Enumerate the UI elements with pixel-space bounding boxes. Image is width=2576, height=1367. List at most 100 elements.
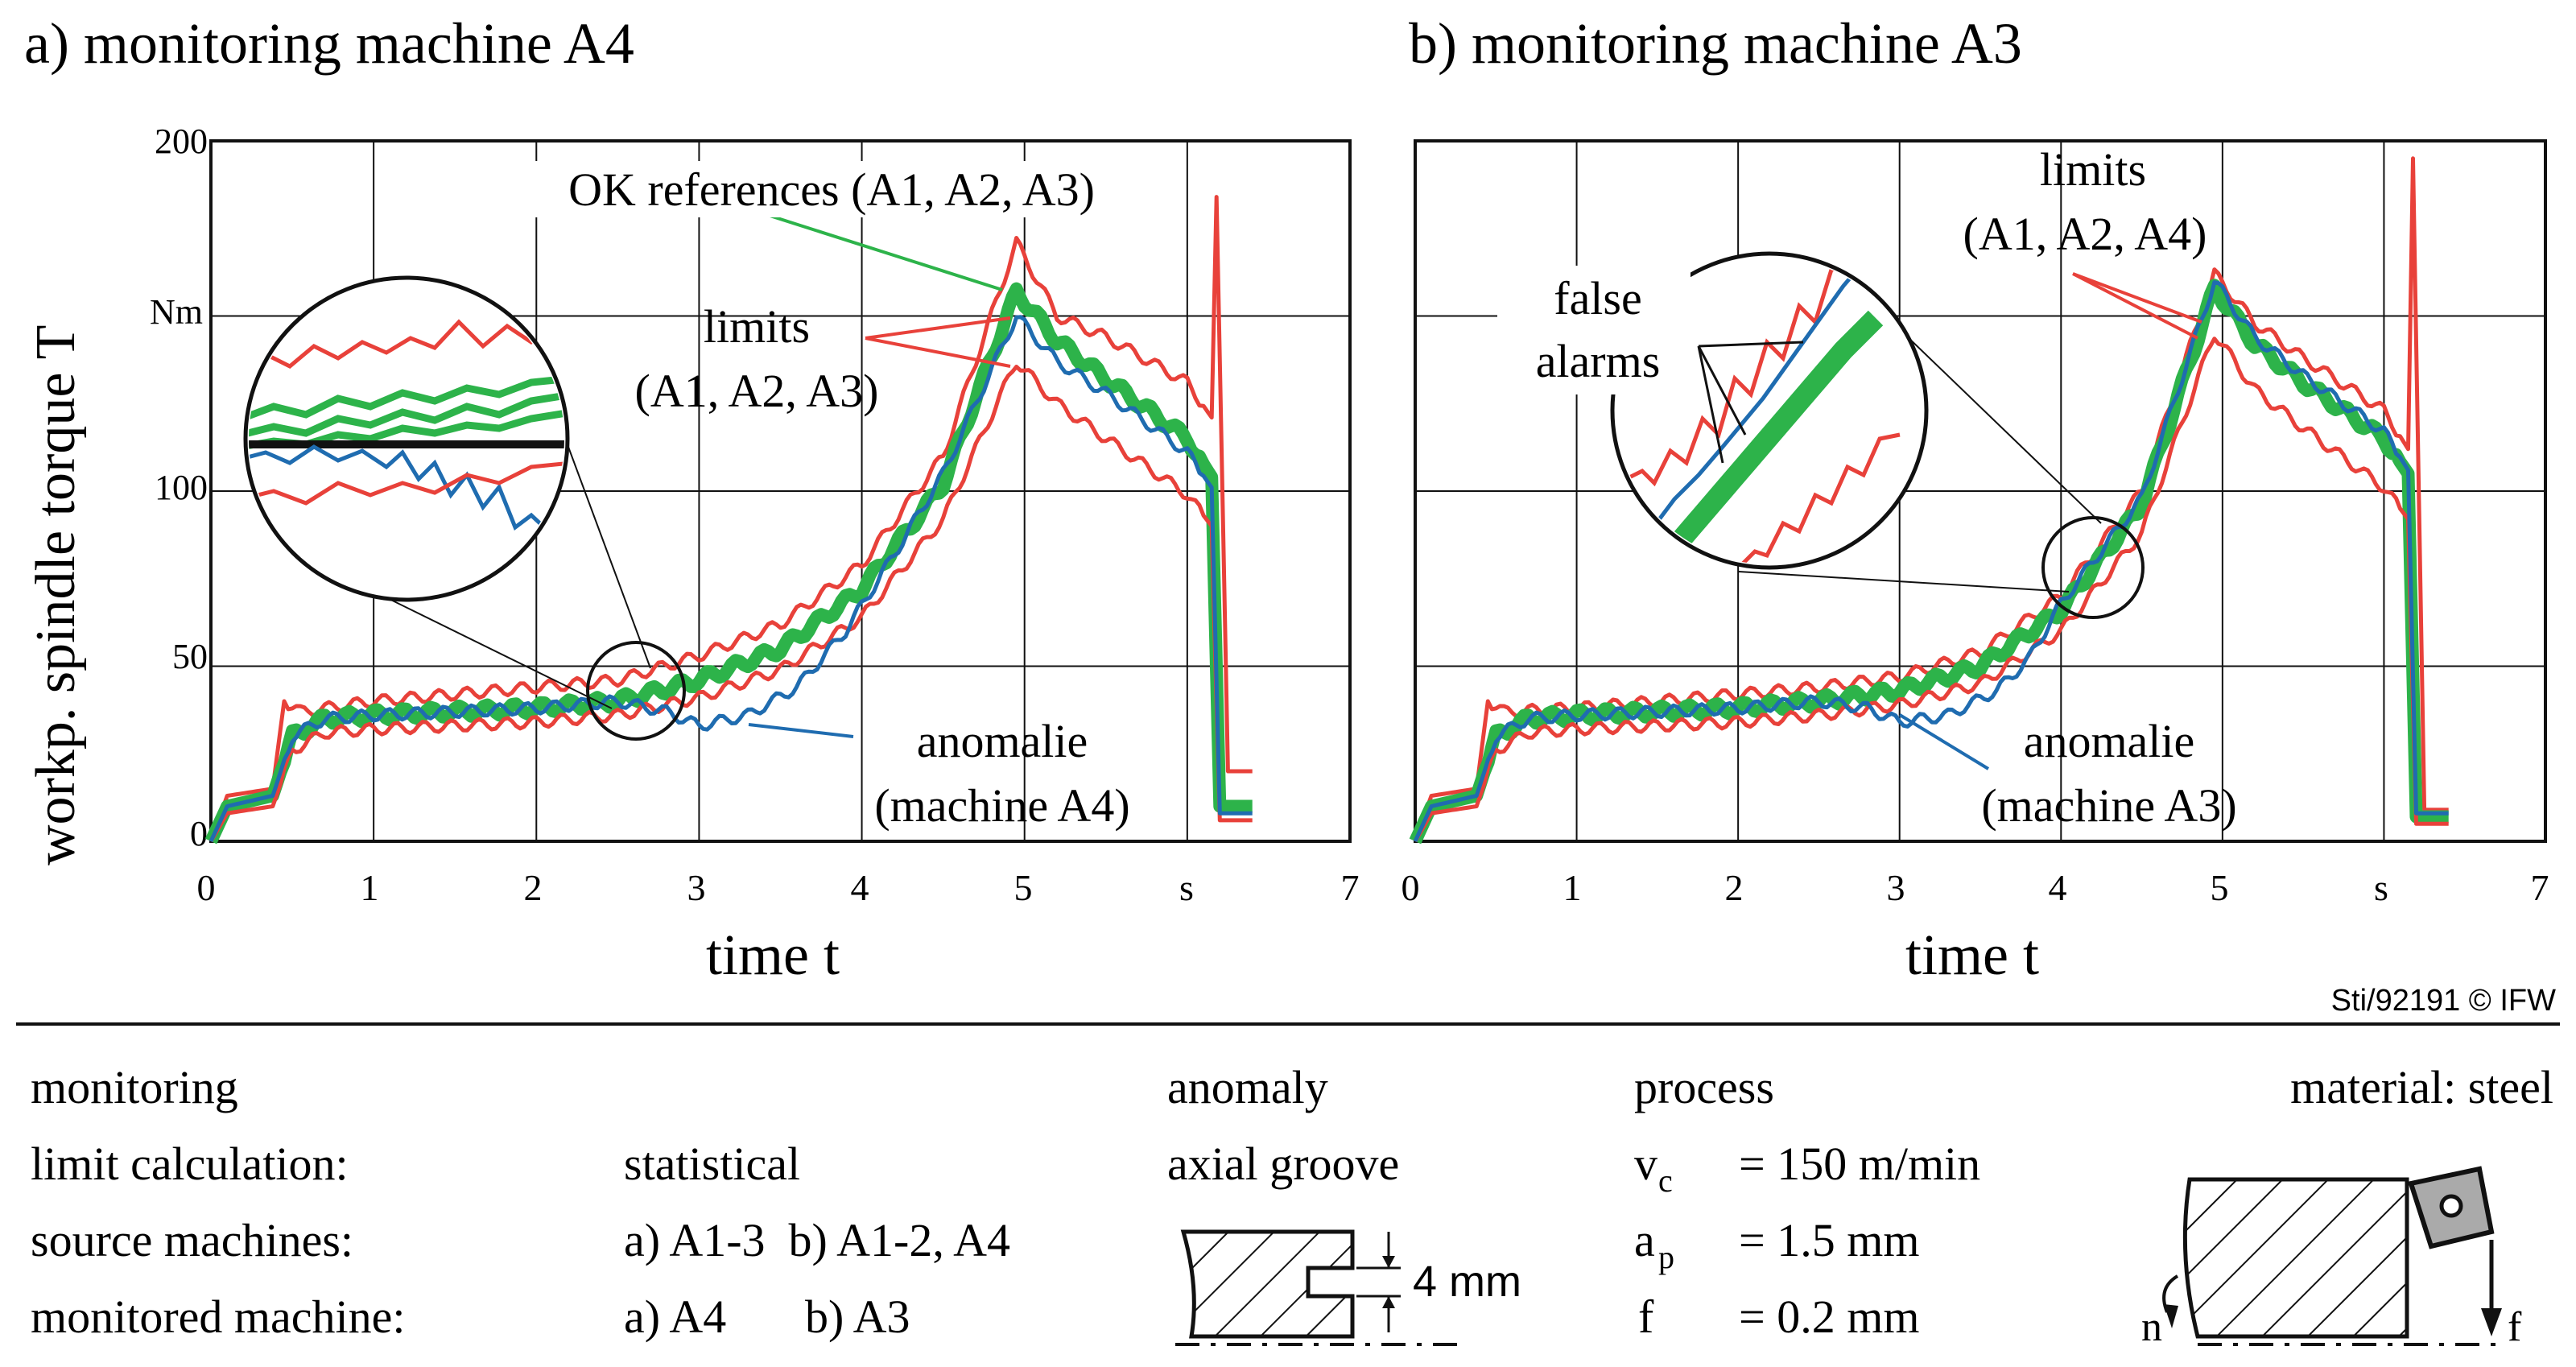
monitoring-heading: monitoring xyxy=(31,1061,238,1113)
panel-a-x-axis-label: time t xyxy=(706,923,840,987)
panel-a-zoom-circle xyxy=(243,275,570,602)
panel-b-anomaly-machine: (machine A3) xyxy=(1981,779,2236,832)
panel-a-x-tick-1: 1 xyxy=(361,867,379,908)
panel-b-x-tick-7: 7 xyxy=(2531,867,2549,908)
panel-b-x-tick-4: 4 xyxy=(2049,867,2067,908)
panel-b-false-alarms-label-bg xyxy=(1497,266,1690,394)
process-heading: process xyxy=(1634,1061,1774,1113)
panel-b-series xyxy=(1409,156,2451,845)
vc-symbol: v xyxy=(1634,1138,1657,1190)
panel-a-anomaly-machine: (machine A4) xyxy=(874,779,1129,832)
panel-b-false-alarm-pointer-2 xyxy=(1697,345,1747,436)
panel-a-limits-pointer-2 xyxy=(865,337,1011,368)
panel-a-x-tick-4: 4 xyxy=(851,867,869,908)
panel-b-x-tick-2: 2 xyxy=(1725,867,1744,908)
panel-b-zoom-lower-limit-wavy xyxy=(1737,432,1901,564)
panel-a-x-tick-2: 2 xyxy=(524,867,543,908)
panel-a-y-tick-100: 100 xyxy=(155,468,208,507)
figure-credit: Sti/92191 © IFW xyxy=(2331,984,2556,1018)
monitored-machine-a: a) A4 xyxy=(624,1291,726,1343)
panel-b-x-axis-label: time t xyxy=(1905,923,2039,987)
monitored-machine-label: monitored machine: xyxy=(31,1291,405,1343)
panel-b-anomaly-pointer xyxy=(1898,713,1990,770)
panel-a-series-lower-limit xyxy=(208,365,1253,843)
panel-b-anomaly-label: anomalie xyxy=(2024,715,2195,767)
f-value: = 0.2 mm xyxy=(1739,1291,1919,1343)
panel-b-zoom-references xyxy=(1666,310,1884,555)
panel-b-x-tick-5: 5 xyxy=(2211,867,2229,908)
groove-depth-label: 4 mm xyxy=(1413,1258,1521,1306)
panel-b-x-unit: s xyxy=(2374,867,2388,908)
panel-a-anomaly-label: anomalie xyxy=(917,715,1088,767)
panel-a-x-unit: s xyxy=(1179,867,1194,908)
vc-value: = 150 m/min xyxy=(1739,1138,1980,1190)
source-machines-value: a) A1-3 b) A1-2, A4 xyxy=(624,1214,1010,1266)
panel-a: a) monitoring machine A4 workp. spindle … xyxy=(24,11,1360,987)
info-section: monitoring limit calculation: statistica… xyxy=(31,1061,2553,1350)
panel-b-zoom-upper-limit-wavy xyxy=(1616,263,1852,487)
panel-b-series-lower-limit xyxy=(1413,337,2449,843)
monitored-machine-b: b) A3 xyxy=(805,1291,910,1343)
panel-a-y-tick-50: 50 xyxy=(172,637,208,676)
panel-b-zoom-target-circle xyxy=(2041,516,2145,619)
feed-f-label: f xyxy=(2508,1304,2522,1350)
turning-process-sketch-icon xyxy=(2162,1166,2504,1346)
ap-symbol: a xyxy=(1634,1214,1655,1266)
panel-a-limits-label: limits xyxy=(704,300,810,353)
anomaly-heading: anomaly xyxy=(1167,1061,1328,1113)
panel-b-limits-sources: (A1, A2, A4) xyxy=(1963,208,2207,260)
panel-b-zoom-callout: false alarms xyxy=(1497,251,2145,619)
panel-a-zoom-lower-limit xyxy=(249,460,564,506)
panel-b-false-alarms-label-2: alarms xyxy=(1536,335,1661,387)
panel-b-zoom-anomaly xyxy=(1649,257,1869,533)
panel-a-zoom-callout xyxy=(243,275,686,741)
panel-a-series-upper-limit xyxy=(208,195,1253,842)
panel-a-zoom-references-1 xyxy=(249,374,564,423)
ap-value: = 1.5 mm xyxy=(1739,1214,1919,1266)
panel-a-series-ok-references xyxy=(204,282,1255,845)
panel-b: b) monitoring machine A3 0 1 2 3 4 5 s 7… xyxy=(1402,11,2549,987)
panel-b-series-ok-references xyxy=(1409,279,2451,845)
panel-b-limits-pointer-1 xyxy=(2072,272,2202,324)
panel-a-x-tick-7: 7 xyxy=(1341,867,1360,908)
panel-a-x-tick-3: 3 xyxy=(687,867,706,908)
panel-a-references-label: OK references (A1, A2, A3) xyxy=(568,163,1095,216)
panel-a-series xyxy=(204,195,1255,845)
panel-b-false-alarm-pointer-1 xyxy=(1697,345,1724,464)
panel-a-y-axis-label: workp. spindle torque T xyxy=(25,325,87,865)
ap-subscript: p xyxy=(1658,1239,1674,1275)
rotation-n-label: n xyxy=(2141,1304,2162,1350)
panel-b-series-anomalie-machine-a3 xyxy=(1413,280,2449,843)
panel-a-series-anomalie-machine-a4 xyxy=(208,315,1253,843)
panel-a-zoom-target-circle xyxy=(586,641,686,741)
panel-a-y-unit: Nm xyxy=(150,292,203,332)
panel-a-x-tick-5: 5 xyxy=(1014,867,1033,908)
panel-b-limits-label: limits xyxy=(2040,143,2146,196)
panel-a-y-tick-0: 0 xyxy=(190,814,208,853)
material-label: material: steel xyxy=(2290,1061,2553,1113)
vc-subscript: c xyxy=(1658,1163,1673,1199)
panel-b-false-alarms-label: false xyxy=(1554,272,1642,324)
panel-a-zoom-anomaly xyxy=(249,444,557,539)
panel-a-x-tick-0: 0 xyxy=(197,867,216,908)
panel-b-series-upper-limit xyxy=(1413,156,2449,842)
panel-a-limits-pointer-1 xyxy=(865,316,1011,340)
panel-a-zoom-upper-limit xyxy=(249,319,564,369)
anomaly-type: axial groove xyxy=(1167,1138,1399,1190)
f-symbol: f xyxy=(1638,1291,1654,1343)
panel-b-x-tick-3: 3 xyxy=(1887,867,1905,908)
limit-calc-label: limit calculation: xyxy=(31,1138,349,1190)
panel-b-title: b) monitoring machine A3 xyxy=(1409,11,2022,76)
panel-b-false-alarm-pointer-3 xyxy=(1698,341,1804,348)
axial-groove-sketch-icon xyxy=(1175,1229,1465,1346)
panel-a-references-label-bg xyxy=(435,161,1103,217)
panel-b-x-tick-1: 1 xyxy=(1563,867,1582,908)
panel-b-limits-pointer-2 xyxy=(2072,272,2198,340)
panel-a-zoom-references-2 xyxy=(249,390,564,439)
panel-b-x-tick-0: 0 xyxy=(1402,867,1420,908)
limit-calc-value: statistical xyxy=(624,1138,800,1190)
source-machines-label: source machines: xyxy=(31,1214,353,1266)
panel-a-title: a) monitoring machine A4 xyxy=(24,11,634,76)
panel-a-limits-sources: (A1, A2, A3) xyxy=(635,365,879,417)
